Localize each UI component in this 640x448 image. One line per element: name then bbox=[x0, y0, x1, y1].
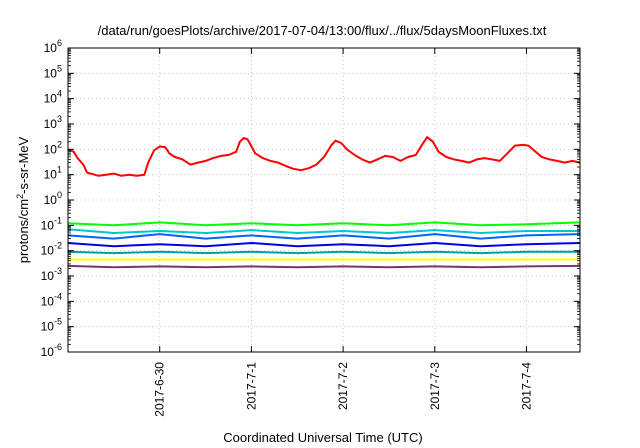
y-tick-exponent: 3 bbox=[57, 114, 62, 124]
y-tick-base: 10 bbox=[41, 269, 55, 283]
y-tick-base: 10 bbox=[41, 244, 55, 258]
y-tick-label: 102 bbox=[44, 139, 62, 156]
y-tick-labels: 10-610-510-410-310-210-11001011021031041… bbox=[41, 38, 62, 359]
y-tick-exponent: -6 bbox=[54, 342, 62, 352]
y-tick-label: 10-3 bbox=[41, 266, 62, 283]
y-tick-label: 10-4 bbox=[41, 291, 62, 308]
series-line bbox=[67, 228, 580, 234]
y-axis-title-superscript: 2 bbox=[15, 194, 25, 199]
y-tick-exponent: 0 bbox=[57, 190, 62, 200]
y-tick-base: 10 bbox=[41, 218, 55, 232]
x-tick-label: 2017-6-30 bbox=[153, 362, 167, 417]
y-tick-exponent: 2 bbox=[57, 139, 62, 149]
y-tick-base: 10 bbox=[44, 142, 58, 156]
y-tick-base: 10 bbox=[44, 66, 58, 80]
y-tick-exponent: 4 bbox=[57, 89, 62, 99]
y-tick-label: 10-2 bbox=[41, 241, 62, 258]
y-tick-label: 10-1 bbox=[41, 215, 62, 232]
y-axis-title-part: protons/cm bbox=[16, 199, 31, 263]
y-tick-base: 10 bbox=[44, 168, 58, 182]
y-tick-base: 10 bbox=[44, 92, 58, 106]
y-tick-label: 103 bbox=[44, 114, 62, 131]
y-tick-exponent: 5 bbox=[57, 63, 62, 73]
y-tick-label: 10-5 bbox=[41, 317, 62, 334]
series-line bbox=[67, 242, 581, 248]
y-tick-base: 10 bbox=[41, 294, 55, 308]
x-axis-title: Coordinated Universal Time (UTC) bbox=[223, 430, 422, 445]
series-line bbox=[67, 136, 581, 177]
grid-lines bbox=[68, 47, 580, 353]
y-tick-exponent: -1 bbox=[54, 215, 62, 225]
y-tick-label: 101 bbox=[44, 165, 62, 182]
series-line bbox=[67, 233, 581, 240]
axis-ticks bbox=[68, 47, 580, 353]
y-tick-base: 10 bbox=[44, 41, 58, 55]
y-tick-base: 10 bbox=[44, 193, 58, 207]
y-tick-base: 10 bbox=[44, 117, 58, 131]
y-tick-exponent: -2 bbox=[54, 241, 62, 251]
y-axis-title: protons/cm2-s-sr-MeV bbox=[15, 136, 31, 263]
x-tick-label: 2017-7-4 bbox=[520, 362, 534, 410]
y-tick-label: 100 bbox=[44, 190, 62, 207]
series-line bbox=[67, 250, 580, 255]
x-tick-label: 2017-7-1 bbox=[244, 362, 258, 410]
y-tick-label: 106 bbox=[44, 38, 62, 55]
chart-title: /data/run/goesPlots/archive/2017-07-04/1… bbox=[98, 23, 547, 38]
y-tick-exponent: -3 bbox=[54, 266, 62, 276]
y-tick-exponent: 1 bbox=[57, 165, 62, 175]
y-tick-base: 10 bbox=[41, 320, 55, 334]
y-axis-title-part: -s-sr-MeV bbox=[16, 136, 31, 193]
y-tick-base: 10 bbox=[41, 345, 55, 359]
y-tick-label: 105 bbox=[44, 63, 62, 80]
x-tick-labels: 2017-6-30 2017-7-1 2017-7-2 2017-7-3 2017-7-… bbox=[153, 362, 534, 417]
series-line bbox=[67, 221, 581, 227]
y-tick-exponent: 6 bbox=[57, 38, 62, 48]
series-layer bbox=[67, 136, 581, 269]
x-tick-label: 2017-7-2 bbox=[336, 362, 350, 410]
y-tick-exponent: -4 bbox=[54, 291, 62, 301]
x-tick-label: 2017-7-3 bbox=[428, 362, 442, 410]
y-tick-exponent: -5 bbox=[54, 317, 62, 327]
y-tick-label: 10-6 bbox=[41, 342, 62, 359]
series-line bbox=[67, 264, 581, 269]
y-tick-label: 104 bbox=[44, 89, 62, 106]
